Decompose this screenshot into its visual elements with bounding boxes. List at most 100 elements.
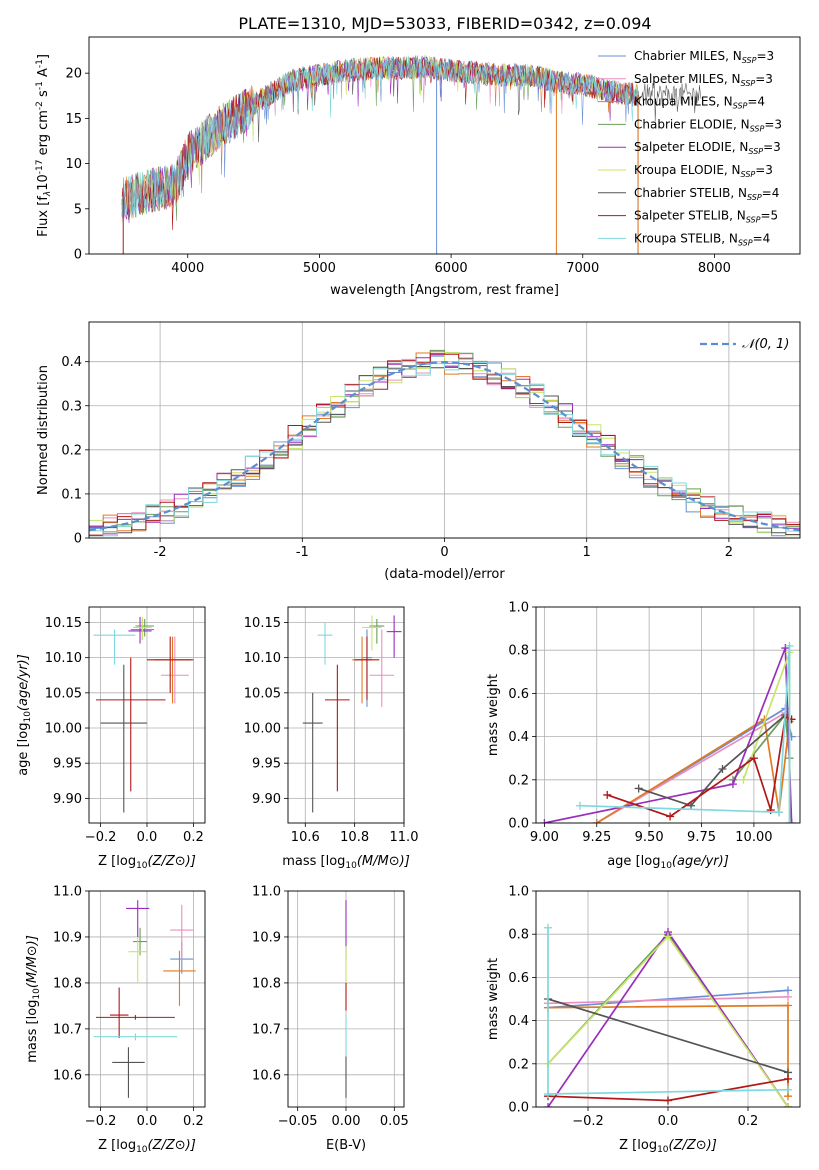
y-tick-label: 0.4: [61, 355, 82, 370]
x-tick-label: 6000: [435, 261, 468, 276]
weight-marker: [784, 1085, 792, 1094]
weight-marker: [544, 1103, 552, 1107]
weight-marker: [785, 641, 794, 650]
y-tick-label: 10.8: [53, 976, 82, 991]
y-tick-label: 0.6: [508, 687, 529, 702]
weight-series-2: [596, 717, 791, 823]
weight-series-0: [547, 989, 789, 1009]
y-tick-label: 0.4: [508, 730, 529, 745]
x-tick-label: 5000: [303, 261, 336, 276]
y-tick-label: 10.15: [244, 616, 281, 631]
x-axis-label: Z [log10(Z/Z⊙)]: [98, 854, 196, 871]
weight-marker: [784, 1103, 792, 1107]
weight-marker: [728, 780, 737, 789]
x-tick-label: 10.8: [340, 830, 369, 845]
x-axis-label: E(B-V): [326, 1138, 366, 1153]
panel-age-vs-Z: −0.2 0.0 0.2 9.90 9.95 10.00 10.05 10.10 10.15 Z …: [16, 607, 205, 871]
y-tick-label: 0: [74, 532, 82, 547]
weight-marker: [785, 819, 794, 823]
x-tick-label: −0.2: [85, 830, 117, 845]
y-tick-label: 10.7: [53, 1022, 82, 1037]
x-tick-label: -1: [296, 545, 309, 560]
legend-label-0: Chabrier MILES, NSSP=3: [634, 49, 774, 65]
y-tick-label: 10.9: [53, 930, 82, 945]
y-tick-label: 10: [65, 157, 82, 172]
axes-frame: [287, 606, 405, 824]
weight-marker: [775, 808, 784, 817]
x-tick-label: −0.2: [572, 1114, 604, 1129]
y-tick-label: 0.6: [508, 971, 529, 986]
axes-frame: [535, 606, 801, 824]
x-tick-label: −0.2: [85, 1114, 117, 1129]
panel-weight-vs-age: 9.00 9.25 9.50 9.75 10.00 0.0 0.2 0.4 0.6 0.8 1.0 a…: [486, 601, 800, 871]
y-tick-label: 10.8: [252, 976, 281, 991]
panel-mass-vs-Z: −0.2 0.0 0.2 10.6 10.7 10.8 10.9 11.0 Z [log10(Z…: [25, 885, 205, 1155]
y-tick-label: 1.0: [508, 885, 529, 900]
x-tick-label: 0.2: [738, 1114, 759, 1129]
legend-label-4: Salpeter ELODIE, NSSP=3: [634, 140, 781, 156]
y-tick-label: 10.6: [53, 1068, 82, 1083]
weight-series-6: [547, 998, 789, 1074]
x-tick-label: 9.25: [582, 830, 611, 845]
y-tick-label: 0.2: [508, 1057, 529, 1072]
x-tick-label: 0.2: [183, 830, 204, 845]
normal-curve: [88, 360, 801, 532]
y-axis-label: Normed distribution: [36, 365, 51, 495]
x-tick-label: 7000: [566, 261, 599, 276]
y-tick-label: 0.2: [61, 443, 82, 458]
weight-marker: [739, 775, 748, 784]
y-tick-label: 0.4: [508, 1014, 529, 1029]
axes-frame: [88, 890, 206, 1108]
panel-age-vs-mass: 10.6 10.8 11.0 9.90 9.95 10.00 10.05 10.10 10.15…: [244, 607, 419, 871]
panel-mass-vs-ebv: −0.05 0.00 0.05 10.6 10.7 10.8 10.9 11.0 E(B-V): [252, 885, 409, 1154]
x-tick-label: 0.0: [137, 1114, 158, 1129]
y-tick-label: 11.0: [53, 885, 82, 900]
axes-frame: [535, 890, 801, 1108]
weight-marker: [749, 754, 758, 763]
y-tick-label: 10.00: [45, 722, 82, 737]
weight-marker: [664, 1096, 672, 1105]
y-tick-label: 9.90: [53, 792, 82, 807]
weight-marker: [784, 1001, 792, 1010]
x-tick-label: 4000: [171, 261, 204, 276]
x-axis-label: Z [log10(Z/Z⊙)]: [98, 1138, 196, 1155]
y-tick-label: 10.10: [244, 651, 281, 666]
spectrum-series-7: [121, 56, 639, 231]
panel-weight-vs-Z: −0.2 0.0 0.2 0.0 0.2 0.4 0.6 0.8 1.0 Z [log10(Z/Z…: [486, 885, 800, 1155]
weight-marker: [634, 784, 643, 793]
x-tick-label: -2: [154, 545, 167, 560]
legend-label-1: Salpeter MILES, NSSP=3: [634, 72, 773, 88]
x-tick-label: −0.05: [278, 1114, 318, 1129]
weight-marker: [666, 812, 675, 821]
weight-marker: [784, 1074, 792, 1083]
y-tick-label: 9.95: [53, 757, 82, 772]
weight-marker: [603, 790, 612, 799]
weight-series-1: [547, 995, 789, 1005]
panel-spectrum: 4000 5000 6000 7000 8000 0 5 10 15 20 Chabrier MIL…: [35, 49, 782, 298]
y-tick-label: 10.10: [45, 651, 82, 666]
weight-marker: [664, 932, 672, 941]
x-tick-label: 0.0: [658, 1114, 679, 1129]
histogram-series-8: [89, 358, 800, 537]
x-tick-label: 0.00: [332, 1114, 361, 1129]
x-axis-label: Z [log10(Z/Z⊙)]: [619, 1138, 717, 1155]
weight-marker: [592, 819, 601, 823]
spectrum-series-8: [121, 55, 639, 218]
axes-frame: [88, 321, 801, 539]
y-tick-label: 11.0: [252, 885, 281, 900]
x-tick-label: 11.0: [390, 830, 419, 845]
axes-frame: [88, 606, 206, 824]
y-tick-label: 0: [74, 248, 82, 263]
y-tick-label: 10.00: [244, 722, 281, 737]
y-tick-label: 1.0: [508, 601, 529, 616]
weight-marker: [576, 801, 584, 810]
axes-frame: [88, 36, 801, 255]
x-axis-label: age [log10(age/yr)]: [607, 854, 729, 871]
legend-label-5: Kroupa ELODIE, NSSP=3: [634, 163, 773, 179]
x-tick-label: 0.0: [137, 830, 158, 845]
y-tick-label: 0.8: [508, 928, 529, 943]
x-tick-label: 10.00: [735, 830, 772, 845]
legend-label-7: Salpeter STELIB, NSSP=5: [634, 209, 778, 225]
y-tick-label: 10.15: [45, 616, 82, 631]
